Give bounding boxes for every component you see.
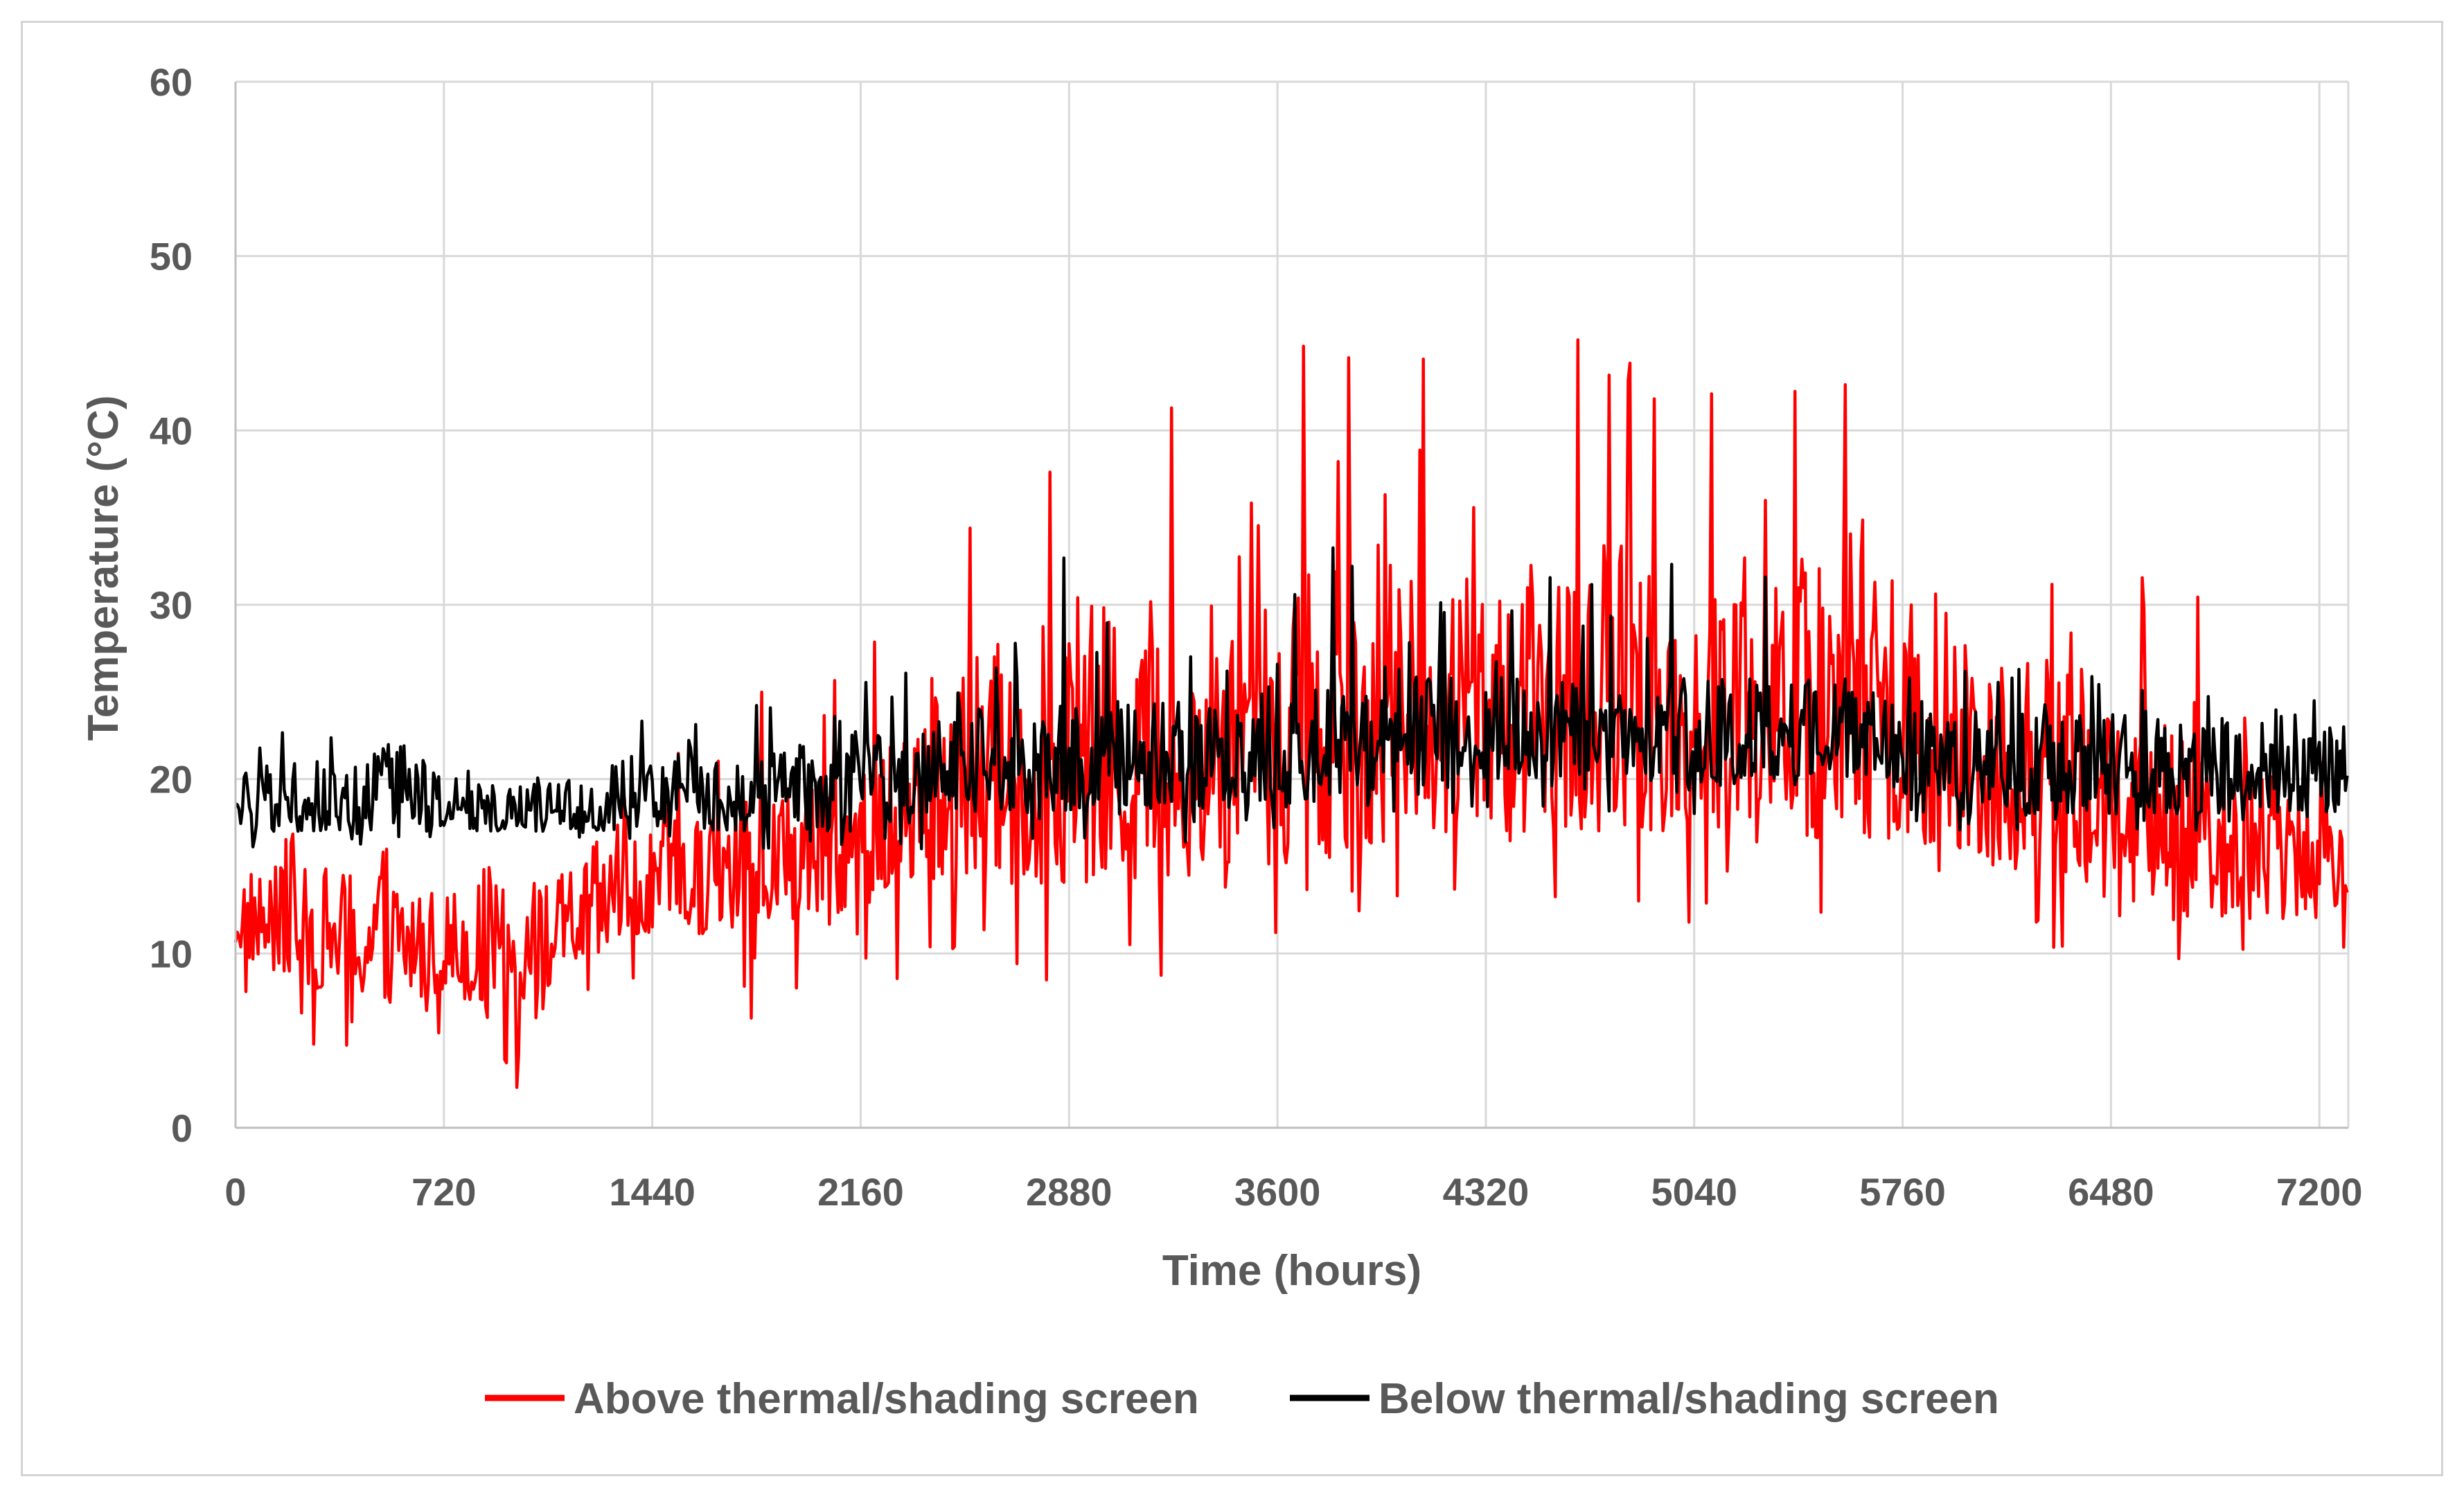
gridlines (234, 80, 2350, 1129)
legend-label-above: Above thermal/shading screen (574, 1375, 1199, 1423)
x-tick-label: 0 (224, 1170, 246, 1214)
y-tick-label: 60 (150, 60, 193, 104)
x-tick-label: 6480 (2068, 1170, 2154, 1214)
x-tick-label: 4320 (1443, 1170, 1530, 1214)
x-tick-labels: 0 720 1440 2160 2880 3600 4320 5040 5760 6480 7200 (224, 1170, 2362, 1214)
axes (234, 82, 2348, 1129)
x-tick-label: 5040 (1651, 1170, 1737, 1214)
x-axis-title: Time (hours) (1162, 1247, 1421, 1295)
legend-label-below: Below thermal/shading screen (1379, 1375, 1999, 1423)
legend: Above thermal/shading screen Below therm… (485, 1375, 1999, 1423)
y-tick-label: 50 (150, 235, 193, 278)
x-tick-label: 5760 (1859, 1170, 1946, 1214)
y-tick-label: 40 (150, 409, 193, 452)
x-tick-label: 2160 (817, 1170, 904, 1214)
series-line-below (235, 546, 2349, 851)
x-tick-label: 720 (411, 1170, 476, 1214)
x-tick-label: 2880 (1026, 1170, 1113, 1214)
y-axis-title: Temperature (°C) (80, 395, 127, 741)
series-layer (233, 338, 2349, 1090)
y-tick-labels: 0 10 20 30 40 50 60 (150, 60, 193, 1150)
y-tick-label: 30 (150, 583, 193, 627)
y-tick-label: 10 (150, 932, 193, 975)
y-tick-label: 0 (171, 1106, 193, 1150)
x-tick-label: 1440 (609, 1170, 695, 1214)
x-tick-label: 3600 (1234, 1170, 1321, 1214)
y-tick-label: 20 (150, 758, 193, 801)
x-tick-label: 7200 (2276, 1170, 2363, 1214)
